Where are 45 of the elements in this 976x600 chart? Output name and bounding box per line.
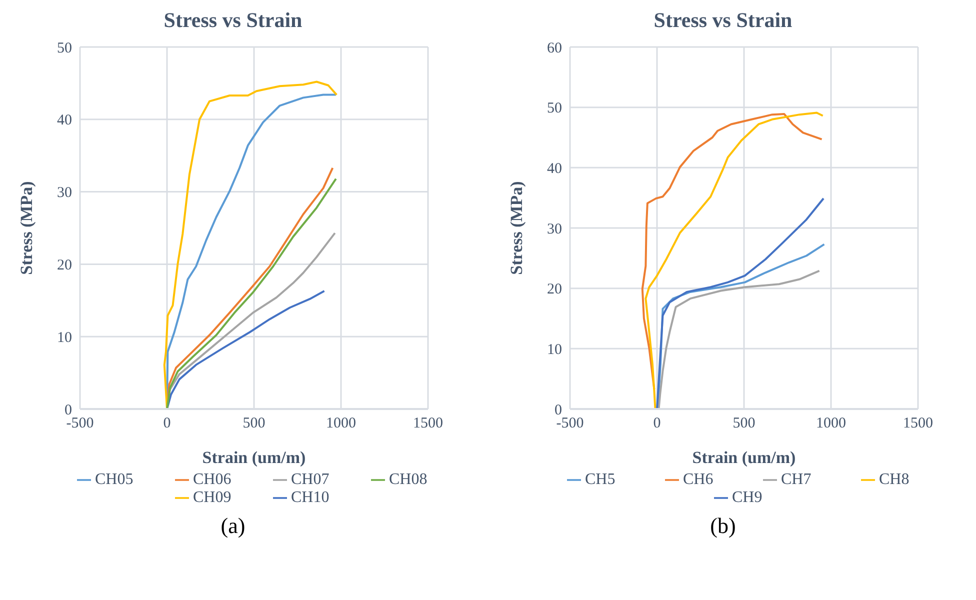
- y-tick-label: 50: [57, 40, 72, 56]
- legend-label: CH07: [291, 471, 330, 489]
- line-series: [166, 290, 326, 409]
- y-tick-label: 40: [547, 160, 562, 177]
- x-tick-label: 500: [732, 416, 756, 432]
- y-tick-label: 50: [547, 100, 562, 117]
- x-tick-label: -500: [66, 416, 94, 432]
- chart-title: Stress vs Strain: [162, 8, 304, 33]
- x-tick-label: 1500: [413, 416, 443, 432]
- y-tick-label: 10: [547, 342, 562, 358]
- y-tick-label: 30: [547, 221, 562, 238]
- y-tick-label: 10: [57, 330, 72, 346]
- legend-label: CH10: [291, 489, 330, 507]
- x-axis-title: Strain (um/m): [202, 448, 306, 467]
- y-tick-label: 40: [57, 112, 72, 129]
- legend-label: CH09: [193, 489, 232, 507]
- legend-label: CH9: [732, 489, 764, 507]
- y-tick-label: 0: [64, 402, 72, 418]
- chart-title: Stress vs Strain: [652, 8, 794, 33]
- legend-label: CH6: [683, 471, 714, 489]
- x-tick-label: 500: [242, 416, 266, 432]
- x-tick-label: 1000: [326, 416, 356, 432]
- y-axis-title: Stress (MPa): [17, 181, 36, 275]
- y-tick-label: 20: [547, 282, 562, 298]
- text: (b): [709, 513, 737, 539]
- x-tick-label: 1500: [903, 416, 933, 432]
- text: (a): [220, 513, 246, 539]
- legend-label: CH08: [389, 471, 428, 489]
- y-axis-title: Stress (MPa): [507, 181, 526, 275]
- legend-label: CH06: [193, 471, 232, 489]
- y-tick-label: 0: [554, 402, 562, 418]
- y-tick-label: 60: [547, 40, 562, 56]
- legend-label: CH5: [585, 471, 616, 489]
- y-tick-label: 30: [57, 185, 72, 202]
- line-series: [656, 197, 825, 409]
- x-axis-title: Strain (um/m): [692, 448, 796, 467]
- x-tick-label: 0: [653, 416, 661, 432]
- x-tick-label: 1000: [816, 416, 846, 432]
- line-series: [658, 270, 820, 409]
- y-tick-label: 20: [57, 258, 72, 274]
- legend-label: CH05: [95, 471, 134, 489]
- legend-label: CH8: [879, 471, 910, 489]
- x-tick-label: 0: [163, 416, 171, 432]
- legend-label: CH7: [781, 471, 812, 489]
- x-tick-label: -500: [556, 416, 584, 432]
